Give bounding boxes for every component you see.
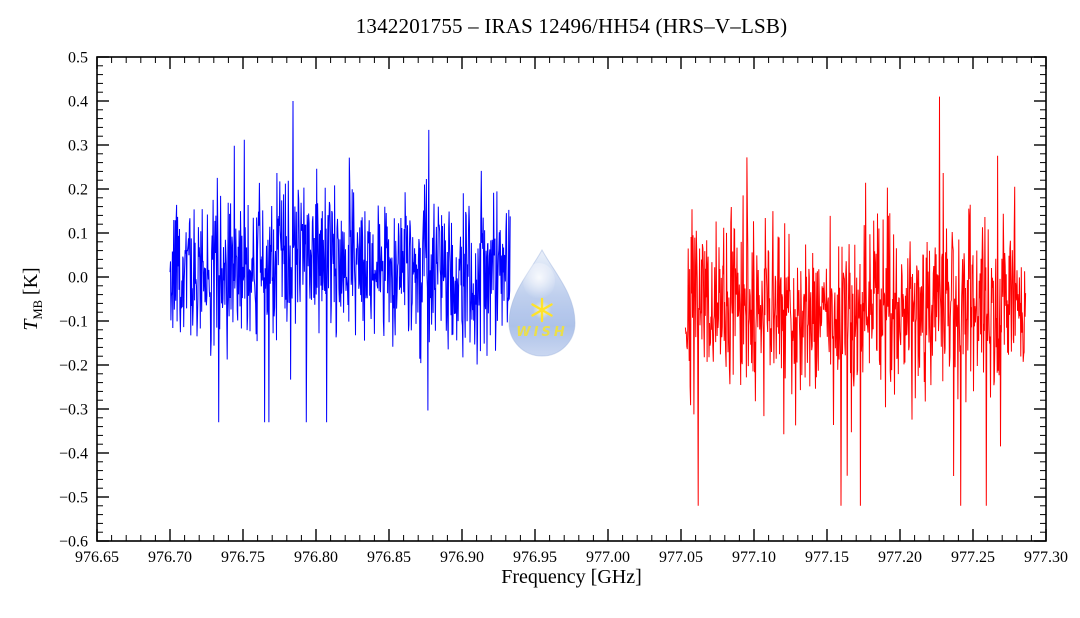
axis-ticks (96, 56, 1047, 542)
x-tick-label: 977.30 (1024, 549, 1068, 566)
chart-layer: 976.65 976.70 976.75 976.80 976.85 976.90 976.… (59, 50, 1068, 567)
y-axis-symbol: T (20, 319, 42, 331)
x-tick-label: 977.25 (951, 549, 995, 566)
plot-frame (96, 56, 1047, 542)
y-tick-label: 0.1 (68, 226, 88, 243)
x-tick-label: 977.15 (805, 549, 849, 566)
x-tick-label: 977.00 (586, 549, 630, 566)
y-tick-label: −0.2 (59, 358, 88, 375)
y-tick-label: 0.5 (68, 50, 88, 67)
x-tick-label: 976.75 (221, 549, 265, 566)
y-tick-label: 0.3 (68, 138, 88, 155)
y-tick-label: −0.3 (59, 402, 88, 419)
y-tick-label: 0.0 (68, 270, 88, 287)
tick-labels: 976.65 976.70 976.75 976.80 976.85 976.90 976.… (59, 50, 1068, 567)
series-red-segment (684, 96, 1027, 506)
x-tick-label: 976.65 (75, 549, 119, 566)
x-tick-label: 977.05 (659, 549, 703, 566)
series-blue-segment (169, 100, 511, 423)
x-tick-label: 976.70 (148, 549, 192, 566)
y-axis-label: TMB [K] (20, 267, 46, 330)
y-tick-label: −0.4 (59, 446, 88, 463)
plot-title: 1342201755 – IRAS 12496/HH54 (HRS–V–LSB) (355, 14, 788, 38)
x-tick-label: 977.20 (878, 549, 922, 566)
y-tick-label: −0.1 (59, 314, 88, 331)
y-axis-unit: [K] (20, 267, 42, 296)
x-tick-label: 977.10 (732, 549, 776, 566)
x-tick-label: 976.95 (513, 549, 557, 566)
y-axis-subscript: MB (31, 300, 45, 320)
y-tick-label: 0.4 (68, 94, 88, 111)
x-tick-label: 976.85 (367, 549, 411, 566)
x-tick-label: 976.90 (440, 549, 484, 566)
y-tick-label: −0.6 (59, 534, 88, 551)
x-tick-label: 976.80 (294, 549, 338, 566)
drop-highlight (523, 263, 555, 299)
watermark-text: WISH (516, 325, 567, 340)
wish-watermark: WISH (508, 248, 576, 357)
y-tick-label: 0.2 (68, 182, 88, 199)
y-tick-label: −0.5 (59, 490, 88, 507)
x-axis-label: Frequency [GHz] (501, 566, 642, 588)
star-icon (531, 297, 553, 323)
